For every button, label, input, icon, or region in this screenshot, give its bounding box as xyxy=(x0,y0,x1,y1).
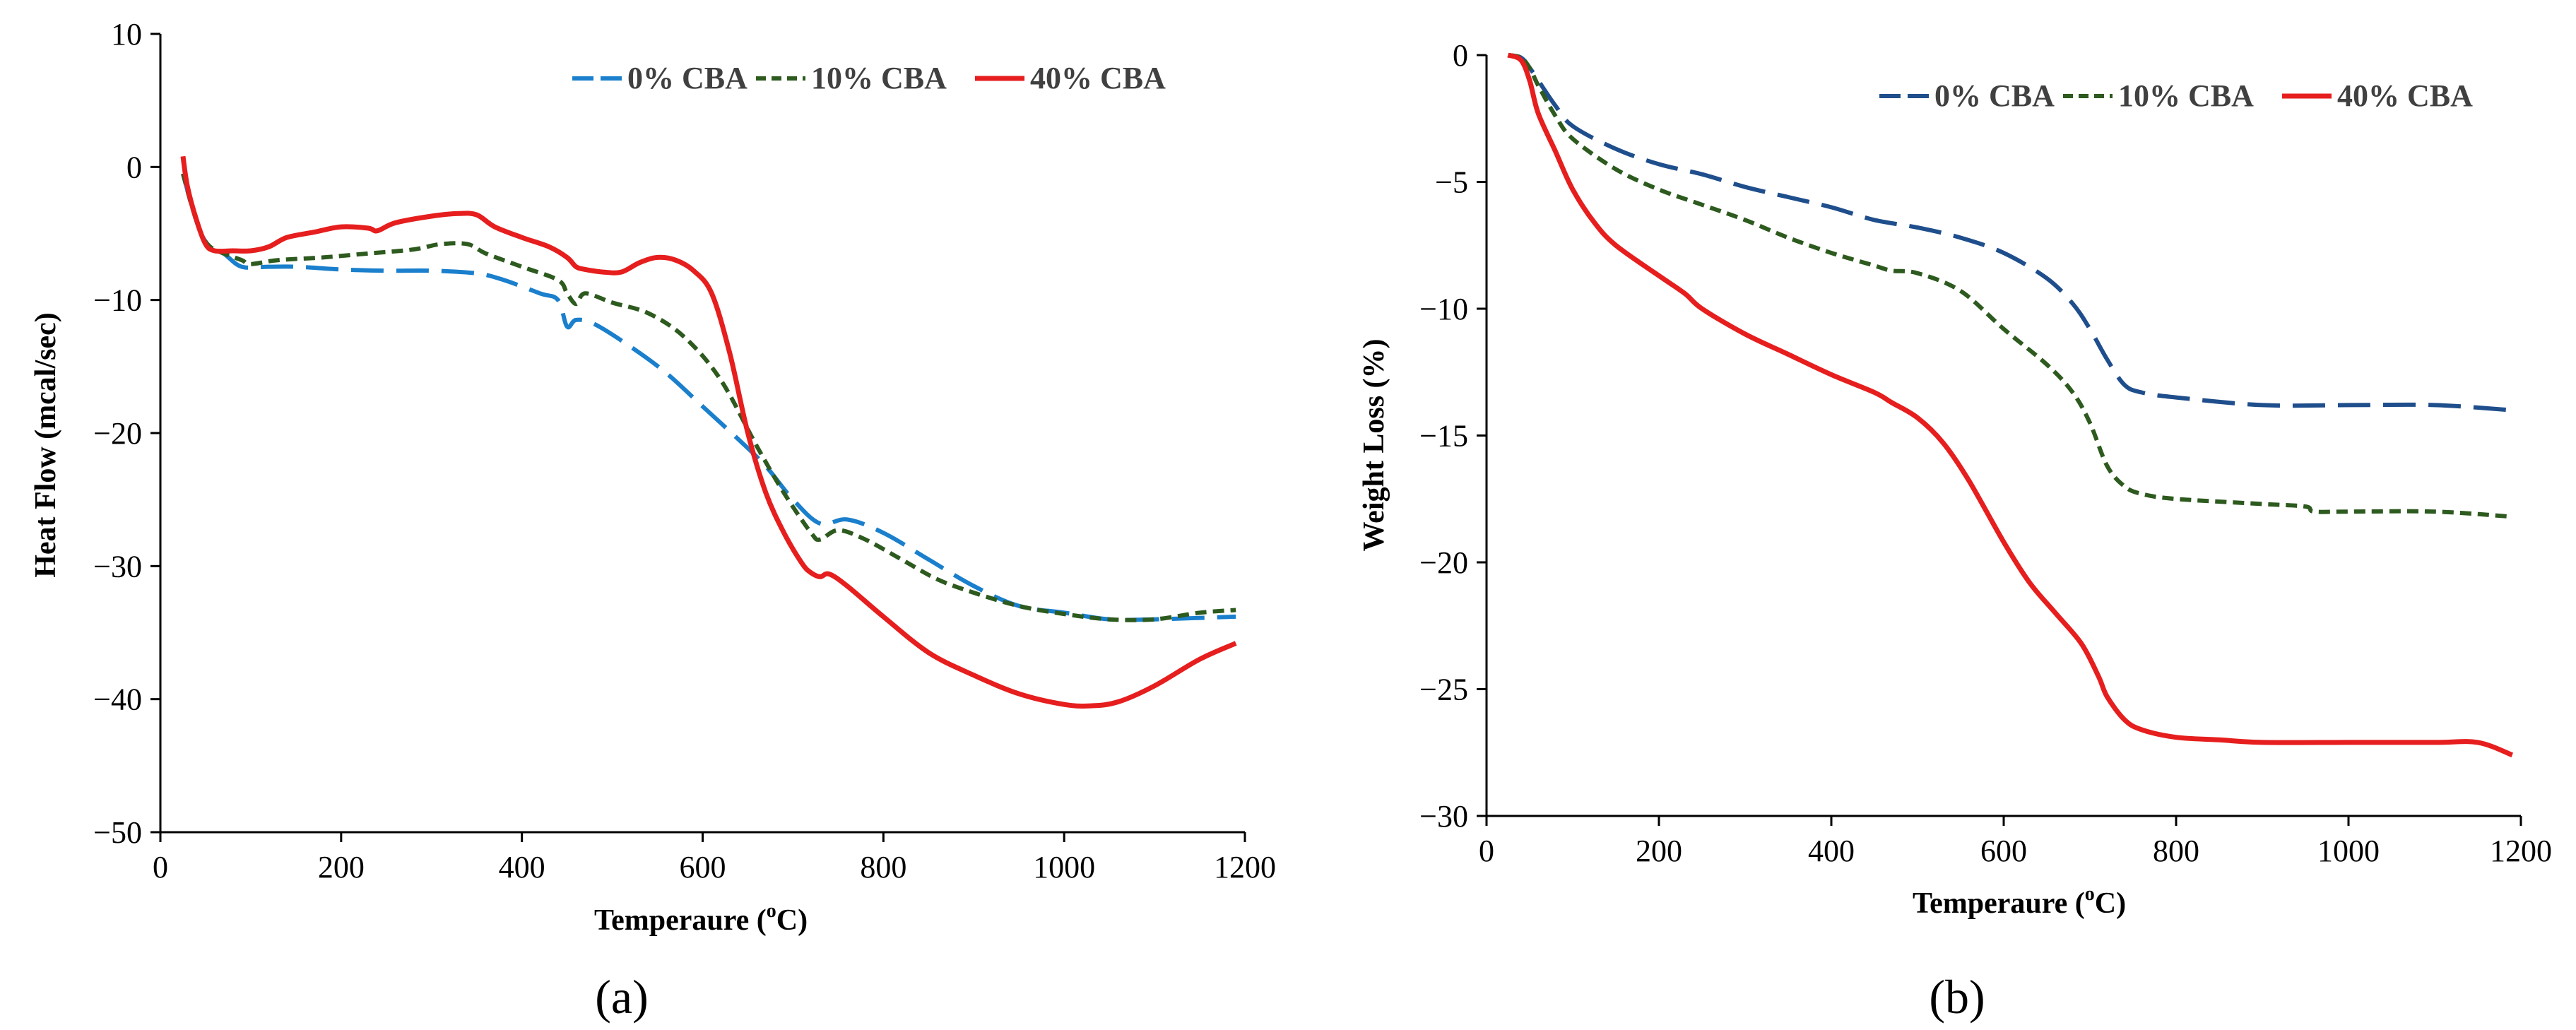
x-tick-label: 1200 xyxy=(2490,834,2552,868)
series-line-10pct-cba xyxy=(1507,53,2512,519)
y-tick-label: −15 xyxy=(1419,419,1468,454)
y-tick-label: 10 xyxy=(111,17,142,52)
y-tick-label: −10 xyxy=(93,283,142,318)
panel-a-y-axis-title: Heat Flow (mcal/sec) xyxy=(30,312,62,578)
series-line-0pct-cba xyxy=(181,173,1236,622)
x-tick-label: 200 xyxy=(1636,834,1682,868)
y-tick-label: −25 xyxy=(1419,673,1468,707)
y-tick-label: 0 xyxy=(126,150,142,184)
panel-b-ticks: 0 200 400 600 800 1000 1200 0 −5 −10 −15 −20 −25 −30 xyxy=(1419,38,2552,868)
panel-b-plot-area xyxy=(1485,55,2521,817)
legend-label: 40% CBA xyxy=(2337,78,2473,113)
legend-label: 40% CBA xyxy=(1030,61,1166,95)
legend-label: 10% CBA xyxy=(2118,78,2254,113)
y-tick-label: −40 xyxy=(93,682,142,717)
panel-b-y-axis-title: Weight Loss (%) xyxy=(1358,338,1390,551)
x-tick-label: 1200 xyxy=(1214,850,1276,884)
x-tick-label: 800 xyxy=(2153,834,2199,868)
y-tick-label: −20 xyxy=(93,416,142,451)
panel-b-series xyxy=(1507,52,2514,758)
legend-label: 10% CBA xyxy=(811,61,947,95)
panel-a-ticks: 0 200 400 600 800 1000 1200 10 0 −10 −20 −30 −40 −50 xyxy=(93,17,1276,884)
x-tick-label: 1000 xyxy=(1033,850,1095,884)
x-tick-label: 800 xyxy=(860,850,906,884)
panel-b-x-axis-title: Temperaure (oC) xyxy=(1913,883,2126,920)
y-tick-label: −50 xyxy=(93,815,142,850)
panel-b-legend: 0% CBA 10% CBA 40% CBA xyxy=(1879,78,2473,113)
series-line-40pct-cba xyxy=(1507,52,2514,758)
y-tick-label: −30 xyxy=(1419,799,1468,834)
x-tick-label: 0 xyxy=(1479,834,1494,868)
y-tick-label: 0 xyxy=(1453,38,1468,73)
x-tick-label: 200 xyxy=(318,850,365,884)
y-tick-label: −10 xyxy=(1419,292,1468,326)
x-tick-label: 1000 xyxy=(2317,834,2380,868)
legend-label: 0% CBA xyxy=(627,61,748,95)
series-line-0pct-cba xyxy=(1507,53,2512,413)
panel-a-legend: 0% CBA 10% CBA 40% CBA xyxy=(572,61,1166,95)
x-tick-label: 400 xyxy=(499,850,545,884)
x-tick-label: 400 xyxy=(1808,834,1855,868)
panel-a-label: (a) xyxy=(595,970,648,1024)
x-tick-label: 600 xyxy=(1980,834,2027,868)
x-tick-label: 600 xyxy=(680,850,726,884)
legend-label: 0% CBA xyxy=(1934,78,2055,113)
panel-a-x-axis-title: Temperaure (oC) xyxy=(594,900,808,937)
y-tick-label: −5 xyxy=(1435,165,1468,200)
panel-a-heat-flow-chart: 0 200 400 600 800 1000 1200100−10−20−30−40−50 … xyxy=(30,17,1276,1024)
x-tick-label: 0 xyxy=(153,850,168,884)
series-line-40pct-cba xyxy=(180,155,1237,709)
panel-b-weight-loss-chart: 0 200 400 600 800 1000 12000−5−10−15−20−25−30 … xyxy=(1358,38,2552,1024)
panel-b-label: (b) xyxy=(1929,970,1985,1024)
y-tick-label: −30 xyxy=(93,549,142,584)
series-line-10pct-cba xyxy=(181,173,1236,622)
panel-a-plot-area xyxy=(159,34,1245,834)
panel-a-series xyxy=(180,155,1237,709)
y-tick-label: −20 xyxy=(1419,545,1468,580)
